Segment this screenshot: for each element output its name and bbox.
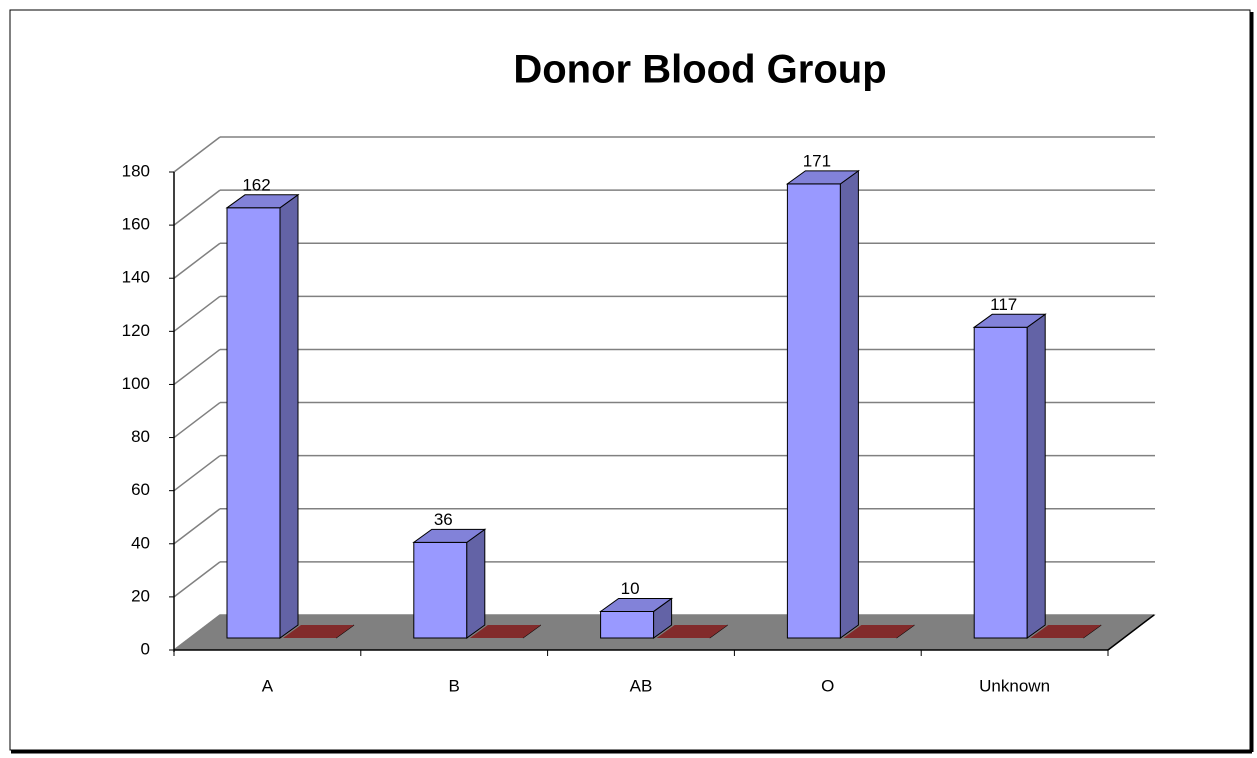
y-tick-label: 40	[131, 533, 150, 552]
y-tick-label: 120	[122, 321, 150, 340]
bar-top	[1030, 625, 1102, 638]
y-tick-label: 80	[131, 427, 150, 446]
y-tick-label: 100	[122, 374, 150, 393]
x-tick-label: B	[449, 676, 460, 695]
grid-line	[173, 614, 221, 651]
grid-line	[173, 189, 221, 226]
bar-front	[226, 207, 281, 639]
y-tick-label: 180	[122, 161, 150, 180]
data-label: 36	[434, 510, 453, 529]
bar-side	[279, 193, 299, 639]
bar-top	[972, 313, 1047, 328]
grid-line	[173, 508, 221, 545]
x-tick-label: A	[262, 676, 274, 695]
bar-top	[225, 194, 300, 209]
bar-top	[785, 170, 860, 185]
y-tick-label: 0	[141, 639, 150, 658]
x-tick-label: Unknown	[979, 676, 1050, 695]
bar-top	[283, 625, 354, 638]
grid-line	[173, 561, 221, 598]
x-tick-label: AB	[630, 676, 653, 695]
bar-top	[656, 625, 728, 638]
bar-top	[599, 597, 674, 612]
grid-line	[173, 242, 221, 279]
data-label: 10	[621, 579, 640, 598]
data-label: 162	[242, 175, 270, 194]
bar-top	[412, 528, 487, 543]
bar-side	[466, 528, 486, 639]
grid-line	[173, 295, 221, 332]
bar-front	[973, 326, 1028, 639]
bar-top	[843, 625, 915, 638]
data-label: 117	[990, 295, 1017, 314]
bar-front	[413, 541, 468, 639]
grid-line	[173, 455, 221, 492]
data-label: 171	[803, 151, 831, 170]
bar-top	[469, 625, 541, 638]
chart-title: Donor Blood Group	[513, 48, 886, 92]
floor-edge	[1107, 614, 1155, 651]
grid-line	[173, 348, 221, 386]
y-tick-label: 20	[131, 586, 150, 605]
bar-front	[786, 183, 841, 639]
y-tick-label: 140	[122, 268, 150, 287]
y-tick-label: 160	[122, 215, 150, 234]
grid-line	[173, 136, 221, 173]
bar-side	[839, 169, 859, 639]
x-tick-label: O	[821, 676, 834, 695]
y-tick-label: 60	[131, 480, 150, 499]
bar-front	[600, 610, 655, 639]
grid-line	[173, 401, 221, 439]
bar-side	[1026, 313, 1046, 639]
